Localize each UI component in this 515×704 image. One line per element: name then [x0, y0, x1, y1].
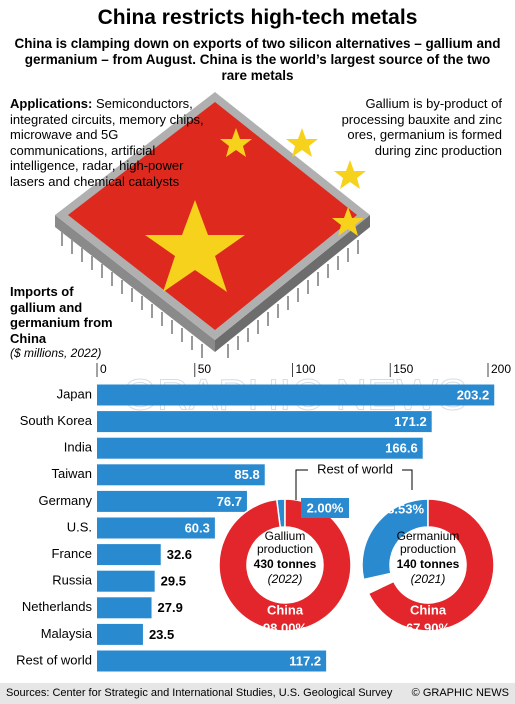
- value-label: 171.2: [394, 414, 427, 429]
- leader-line: [295, 469, 308, 500]
- credit: © GRAPHIC NEWS: [412, 687, 509, 699]
- donut-title: Gallium production: [256, 529, 314, 556]
- bar: [97, 490, 247, 512]
- bar-title: Imports of gallium and germanium from Ch…: [10, 284, 113, 346]
- x-tick-label: 150: [393, 362, 413, 376]
- leader-line: [402, 469, 413, 490]
- value-label: 76.7: [217, 494, 242, 509]
- donut-slice: [367, 498, 495, 632]
- donut-subtitle: 140 tonnes: [396, 557, 460, 571]
- donut-note: (2021): [410, 572, 446, 586]
- value-label: 29.5: [161, 574, 186, 589]
- bar: [97, 517, 215, 539]
- subtitle: China is clamping down on exports of two…: [14, 36, 501, 83]
- value-label: 203.2: [457, 387, 490, 402]
- value-label: 166.6: [385, 441, 418, 456]
- applications-text: Semiconductors, integrated circuits, mem…: [10, 96, 204, 189]
- bar-subtitle: ($ millions, 2022): [10, 346, 102, 360]
- slice-label: China: [410, 602, 447, 617]
- category-label: Russia: [52, 573, 93, 588]
- bar: [97, 384, 495, 406]
- value-label: 32.6: [167, 547, 192, 562]
- bar: [97, 544, 161, 566]
- value-label: 85.8: [234, 467, 259, 482]
- value-label: 27.9: [158, 600, 183, 615]
- category-label: Japan: [57, 386, 92, 401]
- category-label: U.S.: [67, 519, 92, 534]
- x-tick-label: 200: [491, 362, 511, 376]
- slice-value: 98.00%: [263, 620, 308, 635]
- x-tick-label: 0: [100, 362, 107, 376]
- value-label: 60.3: [185, 520, 210, 535]
- title: China restricts high-tech metals: [97, 6, 418, 29]
- donut-title: Germanium production: [396, 529, 460, 556]
- bar: [97, 437, 423, 459]
- donut-note: (2022): [267, 572, 303, 586]
- applications: Applications: Semiconductors, integrated…: [10, 96, 215, 189]
- bar: [97, 650, 327, 672]
- label-box: [301, 498, 349, 518]
- footer-band: [0, 683, 515, 704]
- category-label: Malaysia: [41, 626, 93, 641]
- bar: [97, 411, 432, 433]
- bar: [97, 623, 143, 645]
- bar: [97, 597, 152, 619]
- note: Gallium is by-product of processing baux…: [341, 96, 502, 158]
- category-label: Netherlands: [22, 599, 93, 614]
- donut-subtitle: 430 tonnes: [253, 557, 317, 571]
- x-tick-label: 100: [296, 362, 316, 376]
- sources: Sources: Center for Strategic and Intern…: [6, 687, 393, 699]
- applications-label: Applications:: [10, 96, 93, 111]
- slice-value: 28.53%: [380, 501, 425, 516]
- category-label: Germany: [39, 493, 93, 508]
- donut-slice: [218, 498, 352, 632]
- value-label: 23.5: [149, 627, 174, 642]
- annotation: Rest of world: [317, 461, 393, 476]
- slice-value: 67.90%: [406, 620, 451, 635]
- slice-value: 2.00%: [307, 500, 344, 515]
- bar: [97, 570, 155, 592]
- category-label: South Korea: [20, 413, 93, 428]
- slice-label: China: [267, 602, 304, 617]
- x-tick-label: 50: [198, 362, 212, 376]
- category-label: France: [52, 546, 92, 561]
- bar: [97, 464, 265, 486]
- category-label: India: [64, 440, 93, 455]
- value-label: 117.2: [289, 653, 321, 668]
- category-label: Rest of world: [16, 652, 92, 667]
- category-label: Taiwan: [52, 466, 92, 481]
- chip-illustration: [55, 92, 370, 358]
